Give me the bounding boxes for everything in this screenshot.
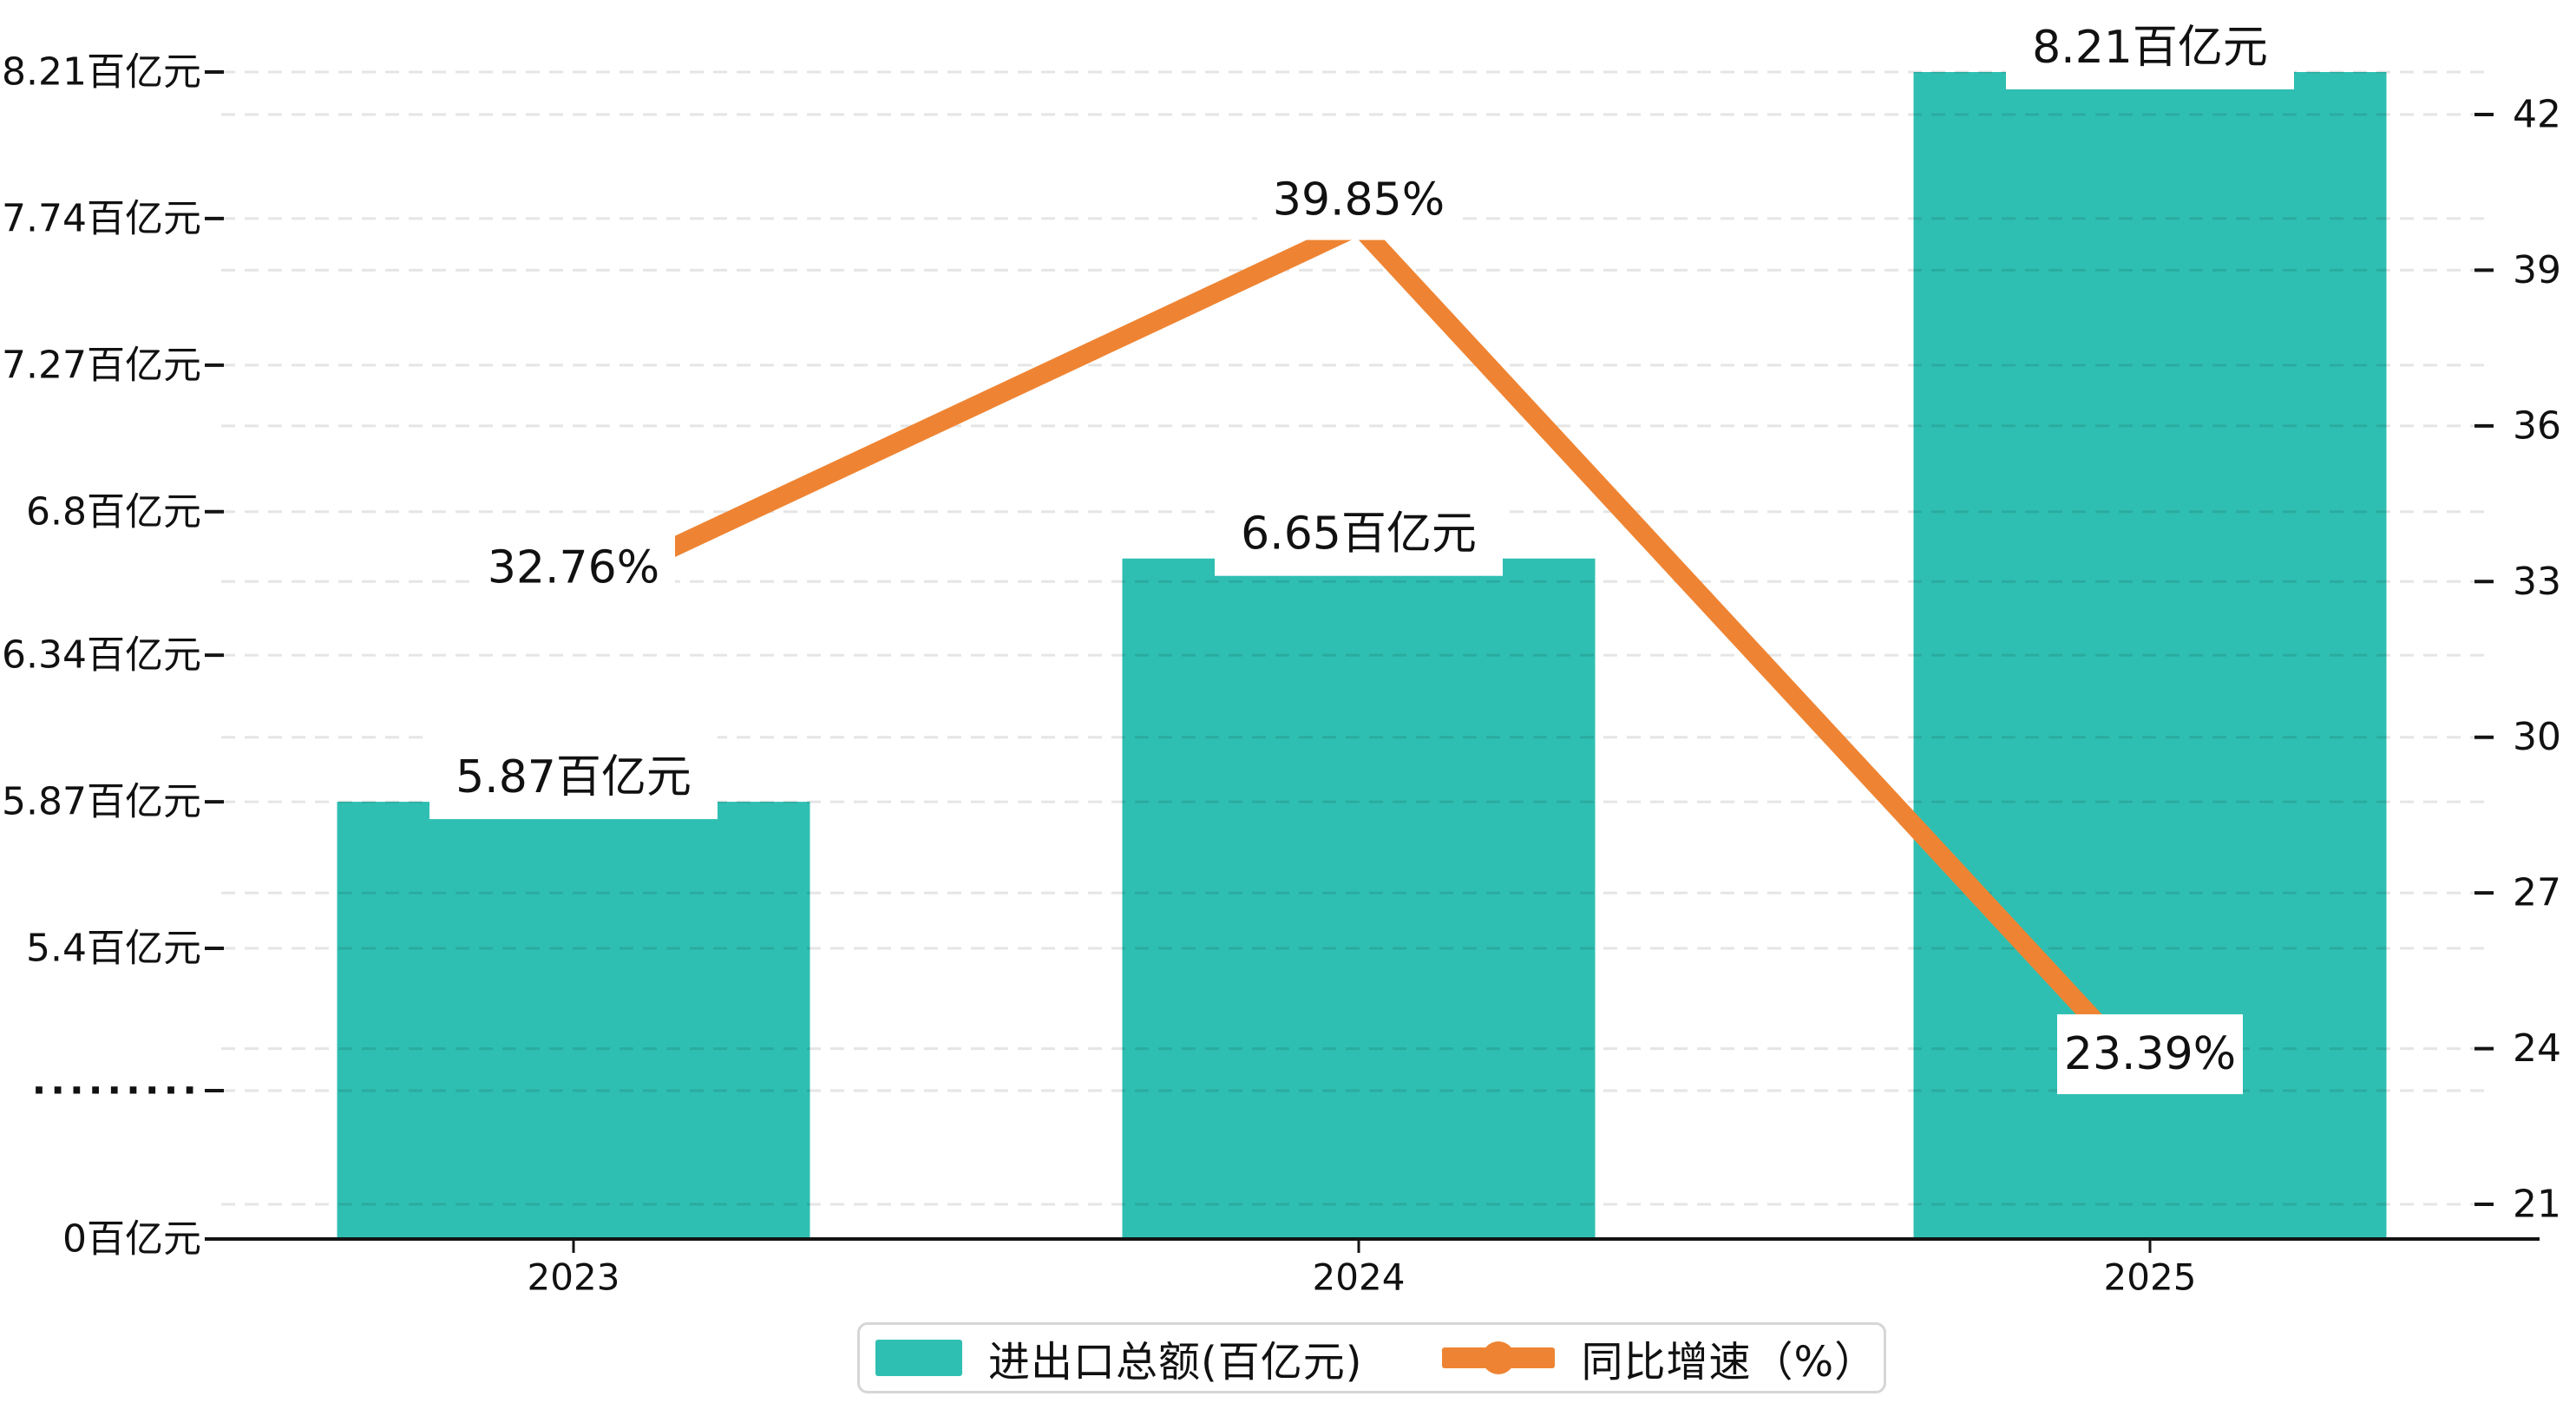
line-label-bg: [1257, 160, 1460, 240]
legend-item-line-series[interactable]: 同比增速（%）: [1442, 1328, 1877, 1388]
line-value-label: 23.39%: [2064, 1028, 2236, 1080]
axis-labels: 8.21百亿元 7.74百亿元 7.27百亿元 6.8百亿元 6.34百亿元 5.87百亿…: [2, 50, 2561, 1299]
axes: [205, 70, 2540, 1253]
left-axis-label: 6.34百亿元: [2, 633, 201, 678]
axis-break-label: ·········: [32, 1069, 201, 1113]
data-labels: 5.87百亿元 6.65百亿元 8.21百亿元 32.76% 39.85% 23.39%: [456, 22, 2268, 1080]
right-axis-label: 21: [2513, 1183, 2561, 1227]
line-value-label: 39.85%: [1273, 174, 1445, 226]
bar-value-label: 8.21百亿元: [2032, 22, 2268, 74]
x-axis-label: 2025: [2104, 1256, 2197, 1299]
right-axis-label: 33: [2513, 560, 2561, 604]
legend-label-line-series: 同比增速（%）: [1581, 1338, 1878, 1386]
left-axis-label: 8.21百亿元: [2, 50, 201, 95]
right-axis-label: 27: [2513, 871, 2561, 915]
bar-value-label: 5.87百亿元: [456, 751, 692, 803]
left-axis-label: 6.8百亿元: [26, 489, 201, 534]
bar-series-swatch-icon: [875, 1340, 962, 1376]
bar-2023: [337, 802, 810, 1239]
bar-label-bg: [429, 732, 718, 820]
left-axis-label: 5.87百亿元: [2, 780, 201, 824]
legend-label-bar-series: 进出口总额(百亿元): [988, 1338, 1363, 1386]
data-label-backgrounds: [429, 3, 2294, 1095]
right-axis-label: 36: [2513, 403, 2561, 448]
right-axis-label: 24: [2513, 1026, 2561, 1071]
line-label-bg: [472, 528, 675, 608]
left-axis-label: 7.74百亿元: [2, 196, 201, 240]
right-axis-label: 42: [2513, 92, 2561, 136]
x-axis-label: 2023: [528, 1256, 620, 1299]
left-axis-label: 5.4百亿元: [26, 927, 201, 971]
left-axis-zero-label: 0百亿元: [62, 1217, 201, 1262]
x-axis-label: 2024: [1313, 1256, 1406, 1299]
left-axis-label: 7.27百亿元: [2, 343, 201, 387]
line-series-marker-icon: [1442, 1339, 1556, 1377]
bar-value-label: 6.65百亿元: [1241, 508, 1477, 560]
right-axis-label: 30: [2513, 715, 2561, 759]
bar-2024: [1122, 558, 1596, 1239]
bar-label-bg: [1215, 488, 1503, 576]
legend: 进出口总额(百亿元) 同比增速（%）: [857, 1322, 1886, 1393]
bar-label-bg: [2006, 3, 2294, 90]
legend-item-bar-series[interactable]: 进出口总额(百亿元): [875, 1328, 1362, 1388]
bar-series: [337, 72, 2387, 1239]
line-value-label: 32.76%: [488, 542, 659, 594]
right-axis-label: 39: [2513, 248, 2561, 292]
line-label-bg: [2057, 1014, 2243, 1095]
